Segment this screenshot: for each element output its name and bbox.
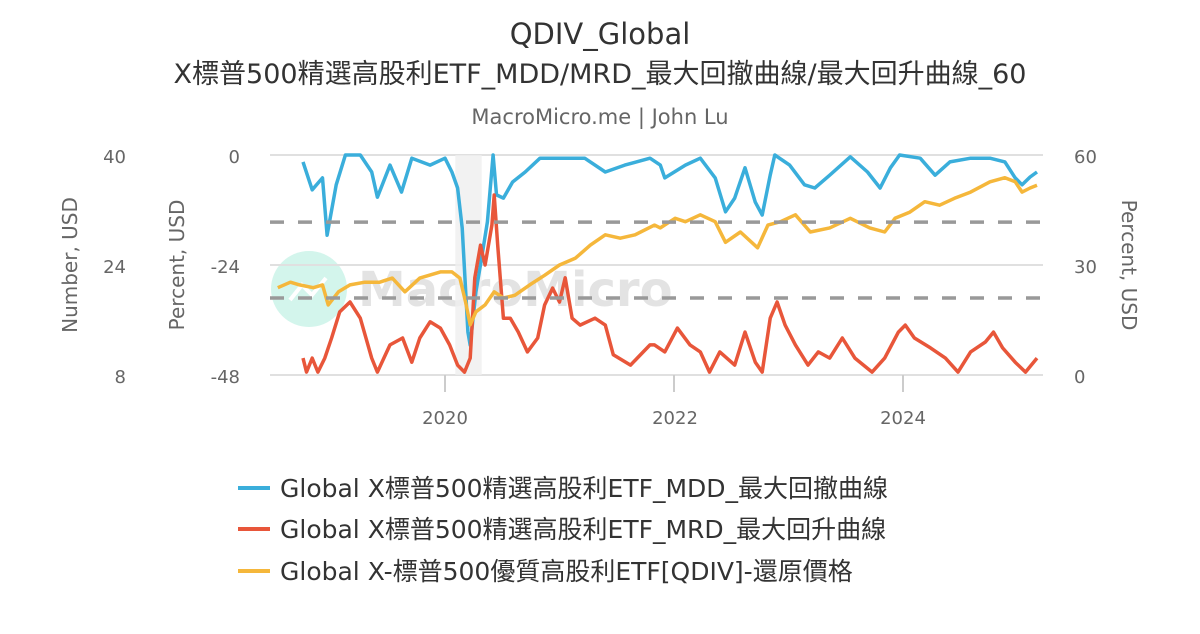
left-inner-tick: 0: [229, 147, 240, 168]
x-tick-label: 2024: [880, 408, 926, 429]
legend-label: Global X標普500精選高股利ETF_MRD_最大回升曲線: [280, 515, 886, 544]
right-tick: 30: [1074, 257, 1097, 278]
legend-item-mrd[interactable]: Global X標普500精選高股利ETF_MRD_最大回升曲線: [238, 515, 886, 544]
right-tick: 0: [1074, 367, 1085, 388]
legend-item-mdd[interactable]: Global X標普500精選高股利ETF_MDD_最大回撤曲線: [238, 474, 888, 503]
left-outer-tick: 40: [103, 147, 126, 168]
chart-subtitle: X標普500精選高股利ETF_MDD/MRD_最大回撤曲線/最大回升曲線_60: [174, 59, 1027, 90]
series-line-1: [301, 193, 1039, 374]
x-tick-label: 2020: [422, 408, 468, 429]
legend: Global X標普500精選高股利ETF_MDD_最大回撤曲線 Global …: [238, 474, 888, 586]
legend-label: Global X-標普500優質高股利ETF[QDIV]-還原價格: [280, 557, 853, 586]
right-axis-label: Percent, USD: [1117, 200, 1141, 331]
legend-label: Global X標普500精選高股利ETF_MDD_最大回撤曲線: [280, 474, 888, 503]
chart-credit: MacroMicro.me | John Lu: [471, 105, 728, 130]
x-tick-label: 2022: [652, 408, 698, 429]
left-outer-tick: 24: [103, 257, 126, 278]
left-inner-tick: -48: [211, 367, 240, 388]
series-line-0: [301, 153, 1039, 347]
right-tick: 60: [1074, 147, 1097, 168]
legend-item-price[interactable]: Global X-標普500優質高股利ETF[QDIV]-還原價格: [238, 557, 853, 586]
chart-title: QDIV_Global: [510, 17, 691, 51]
series-line-2: [277, 175, 1038, 327]
left-outer-axis-label: Number, USD: [58, 197, 82, 333]
watermark-text: MacroMicro: [358, 262, 673, 318]
watermark-logo: MacroMicro: [271, 251, 673, 327]
left-outer-tick: 8: [115, 367, 126, 388]
left-inner-axis-label: Percent, USD: [165, 200, 189, 331]
left-inner-tick: -24: [211, 257, 240, 278]
